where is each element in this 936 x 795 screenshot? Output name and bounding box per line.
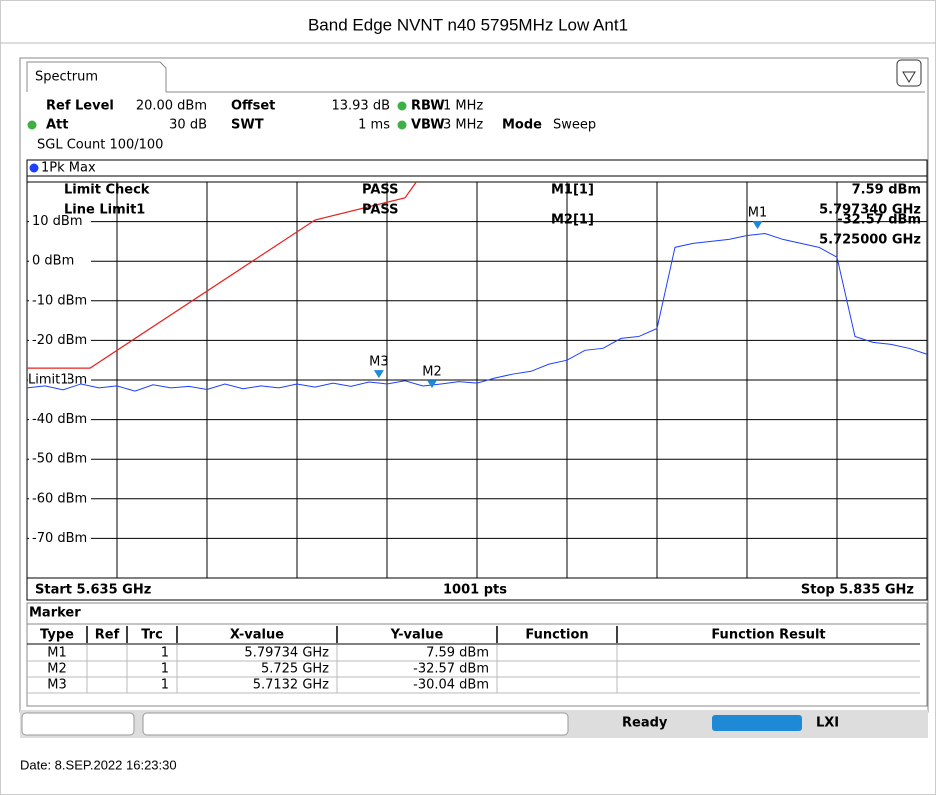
column-header: Function (525, 628, 588, 643)
tick-bg (29, 490, 91, 507)
column-header: Trc (141, 628, 163, 643)
readout-value: 7.59 dBm (852, 183, 921, 198)
setting-value: 13.93 dB (331, 99, 390, 114)
status-dot (397, 101, 407, 111)
tick-bg (29, 253, 91, 270)
cell: 5.79734 GHz (244, 646, 329, 661)
y-tick-label: 0 dBm (32, 254, 74, 269)
cell: M3 (47, 678, 67, 693)
setting-value: 1 MHz (443, 99, 483, 114)
lxi-logo: LXI (816, 716, 839, 731)
readout-label: M2[1] (551, 213, 594, 228)
setting-value: 30 dB (169, 118, 207, 133)
sgl-count: SGL Count 100/100 (37, 138, 163, 153)
tick-bg (29, 451, 91, 468)
marker-label: M2 (422, 365, 442, 380)
status-box (142, 712, 569, 736)
y-tick-label: -40 dBm (32, 412, 87, 427)
limit-line-name: Line Limit1 (64, 203, 145, 218)
tick-bg (29, 530, 91, 547)
x-start: Start 5.635 GHz (35, 583, 151, 598)
marker (373, 370, 384, 379)
readout-freq: 5.797340 GHz (819, 203, 921, 218)
tick-bg (29, 332, 91, 349)
cell: -30.04 dBm (413, 678, 489, 693)
setting-label: Mode (502, 118, 542, 133)
trace-label: 1Pk Max (41, 161, 96, 176)
status-dot (27, 120, 37, 130)
y-tick-label: -70 dBm (32, 531, 87, 546)
x-stop: Stop 5.835 GHz (801, 583, 914, 598)
cell: 5.725 GHz (261, 662, 329, 677)
marker-label: M3 (369, 355, 389, 370)
limit-label: Limit1 (28, 373, 69, 388)
limit-line (27, 181, 417, 369)
column-header: Y-value (390, 628, 444, 643)
x-points: 1001 pts (443, 583, 507, 598)
menu-icon[interactable] (896, 59, 922, 87)
setting-value: 3 MHz (443, 118, 483, 133)
setting-label: RBW (411, 99, 445, 114)
tick-bg (29, 411, 91, 428)
y-tick-label: -50 dBm (32, 452, 87, 467)
setting-value: 1 ms (358, 118, 390, 133)
readout-freq: 5.725000 GHz (819, 233, 921, 248)
y-tick-label: 10 dBm (32, 214, 83, 229)
readout-value: -32.57 dBm (837, 213, 921, 228)
marker (752, 221, 763, 230)
marker (427, 380, 437, 389)
limit-line-result: PASS (362, 203, 399, 218)
date: Date: 8.SEP.2022 16:23:30 (20, 757, 177, 772)
column-header: Ref (95, 628, 120, 643)
tick-bg (29, 213, 91, 230)
menu-arrow (902, 71, 916, 83)
setting-label: Ref Level (46, 99, 114, 114)
readout-label: M1[1] (551, 183, 594, 198)
setting-value: Sweep (553, 118, 596, 133)
marker-label: M1 (748, 206, 768, 221)
setting-label: Offset (231, 99, 275, 114)
tab-label: Spectrum (35, 70, 98, 85)
column-header: Type (40, 628, 74, 643)
setting-value: 20.00 dBm (136, 99, 207, 114)
limit-result: PASS (362, 183, 399, 198)
y-tick-label: -10 dBm (32, 293, 87, 308)
setting-label: Att (46, 118, 69, 133)
progress (712, 715, 802, 731)
limit-check: Limit Check (64, 183, 150, 198)
setting-label: VBW (411, 118, 445, 133)
status-dot (397, 120, 407, 130)
page-title: Band Edge NVNT n40 5795MHz Low Ant1 (308, 15, 628, 34)
y-tick-label: -20 dBm (32, 333, 87, 348)
tab (26, 61, 167, 92)
cell: 1 (161, 678, 169, 693)
limit-bg (28, 373, 68, 388)
trace-dot (29, 163, 39, 173)
column-header: X-value (230, 628, 284, 643)
cell: -32.57 dBm (413, 662, 489, 677)
cell: M2 (47, 662, 67, 677)
status-box (21, 712, 135, 736)
trace (26, 232, 928, 392)
column-header: Function Result (711, 628, 825, 643)
table-title: Marker (29, 606, 81, 621)
tick-bg (29, 292, 91, 309)
cell: M1 (47, 646, 67, 661)
setting-label: SWT (231, 118, 264, 133)
status-text: Ready (622, 716, 668, 731)
cell: 1 (161, 662, 169, 677)
y-tick-label: -60 dBm (32, 491, 87, 506)
cell: 1 (161, 646, 169, 661)
cell: 5.7132 GHz (253, 678, 329, 693)
cell: 7.59 dBm (426, 646, 489, 661)
